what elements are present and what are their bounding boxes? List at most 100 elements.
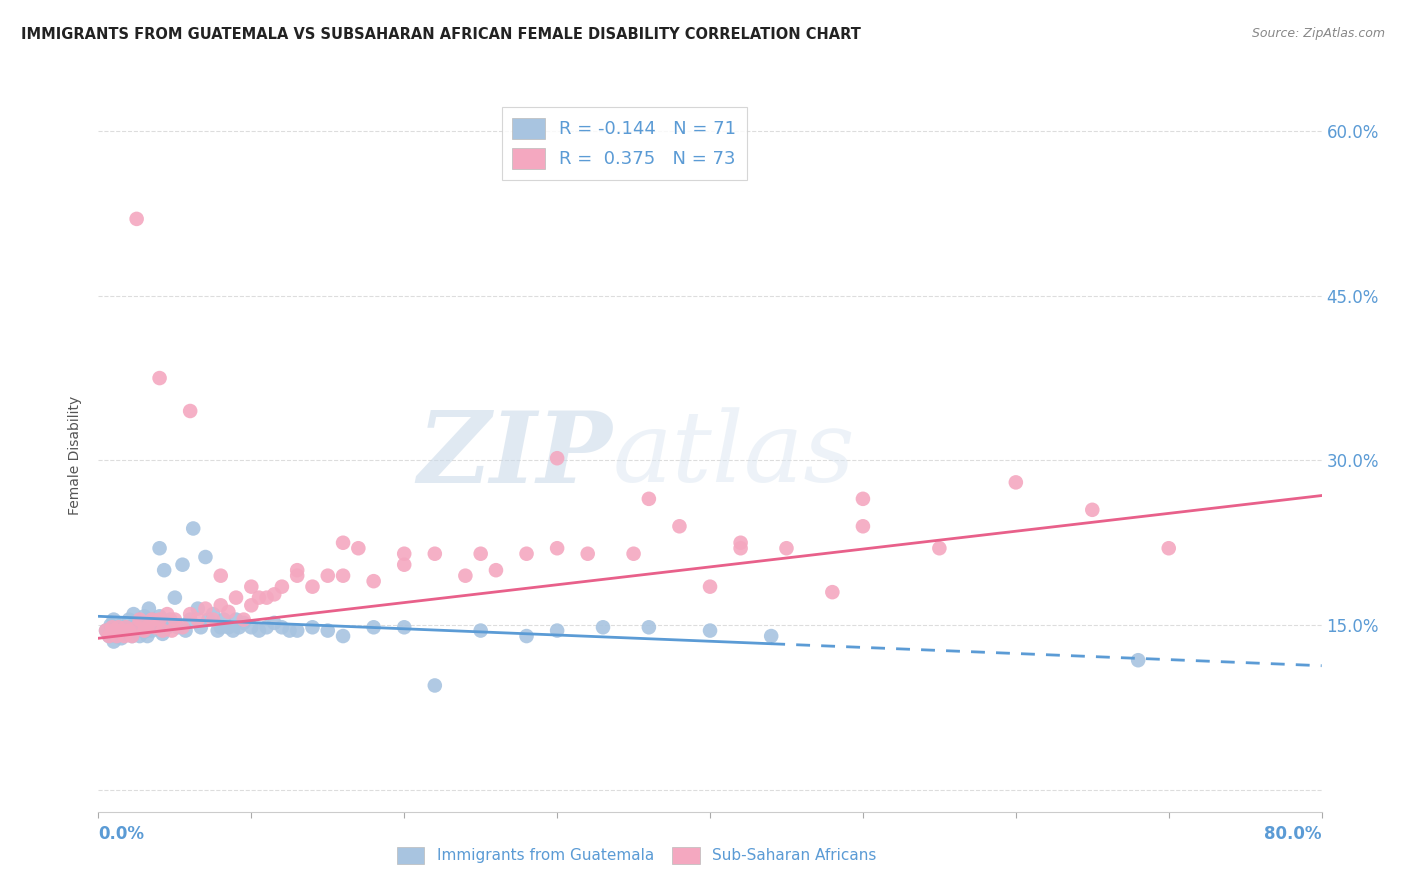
Point bbox=[332, 535, 354, 549]
Point bbox=[143, 620, 166, 634]
Point bbox=[149, 371, 172, 385]
Point bbox=[217, 620, 239, 634]
Point bbox=[107, 624, 129, 638]
Point bbox=[153, 563, 176, 577]
Text: 80.0%: 80.0% bbox=[1264, 825, 1322, 843]
Point bbox=[103, 624, 125, 638]
Point bbox=[1128, 653, 1150, 667]
Point bbox=[115, 620, 138, 634]
Point bbox=[107, 620, 129, 634]
Point bbox=[134, 624, 156, 638]
Point bbox=[730, 535, 752, 549]
Point bbox=[209, 599, 232, 613]
Point bbox=[125, 624, 148, 638]
Point bbox=[128, 613, 150, 627]
Point bbox=[125, 615, 148, 630]
Point bbox=[172, 620, 194, 634]
Point bbox=[392, 547, 416, 561]
Point bbox=[202, 613, 225, 627]
Point bbox=[852, 491, 875, 506]
Point bbox=[134, 609, 156, 624]
Point bbox=[546, 541, 568, 556]
Point bbox=[94, 624, 117, 638]
Point bbox=[1004, 475, 1026, 490]
Point bbox=[301, 580, 323, 594]
Point bbox=[316, 568, 339, 582]
Point bbox=[1157, 541, 1180, 556]
Point bbox=[103, 634, 125, 648]
Point bbox=[212, 613, 235, 627]
Point bbox=[759, 629, 782, 643]
Point bbox=[392, 620, 416, 634]
Point bbox=[138, 601, 160, 615]
Point bbox=[301, 620, 323, 634]
Point bbox=[194, 601, 217, 615]
Point bbox=[149, 609, 172, 624]
Point bbox=[775, 541, 797, 556]
Point bbox=[232, 613, 254, 627]
Point bbox=[100, 618, 122, 632]
Point bbox=[121, 629, 143, 643]
Point bbox=[247, 624, 270, 638]
Point bbox=[623, 547, 645, 561]
Point bbox=[270, 580, 292, 594]
Point bbox=[392, 558, 416, 572]
Point bbox=[134, 624, 156, 639]
Point bbox=[136, 629, 159, 643]
Point bbox=[485, 563, 508, 577]
Point bbox=[270, 620, 292, 634]
Point bbox=[668, 519, 690, 533]
Point bbox=[247, 591, 270, 605]
Point bbox=[852, 519, 875, 533]
Point bbox=[546, 624, 568, 638]
Point bbox=[122, 607, 145, 621]
Point bbox=[699, 580, 721, 594]
Point bbox=[423, 547, 446, 561]
Point bbox=[128, 629, 150, 643]
Point bbox=[115, 627, 138, 641]
Point bbox=[197, 613, 219, 627]
Point bbox=[141, 613, 163, 627]
Point bbox=[129, 620, 152, 634]
Point bbox=[163, 591, 186, 605]
Point bbox=[163, 613, 186, 627]
Point bbox=[592, 620, 614, 634]
Point bbox=[141, 624, 163, 638]
Point bbox=[699, 624, 721, 638]
Point bbox=[217, 605, 239, 619]
Point bbox=[240, 580, 263, 594]
Point bbox=[285, 568, 308, 582]
Point bbox=[316, 624, 339, 638]
Point bbox=[278, 624, 301, 638]
Point bbox=[125, 211, 148, 226]
Point bbox=[470, 547, 492, 561]
Point bbox=[263, 615, 285, 630]
Point bbox=[207, 624, 229, 638]
Point bbox=[240, 599, 263, 613]
Point bbox=[423, 678, 446, 692]
Point bbox=[149, 541, 172, 556]
Point bbox=[240, 620, 263, 634]
Point bbox=[256, 591, 278, 605]
Point bbox=[516, 629, 538, 643]
Point bbox=[136, 620, 159, 634]
Point bbox=[637, 620, 661, 634]
Point bbox=[156, 607, 179, 621]
Point bbox=[143, 620, 166, 634]
Y-axis label: Female Disability: Female Disability bbox=[69, 395, 83, 515]
Point bbox=[232, 615, 254, 630]
Point bbox=[225, 591, 247, 605]
Point bbox=[285, 624, 308, 638]
Point bbox=[181, 521, 204, 535]
Point bbox=[141, 613, 163, 627]
Point bbox=[332, 568, 354, 582]
Point bbox=[179, 404, 201, 418]
Point bbox=[516, 547, 538, 561]
Text: atlas: atlas bbox=[612, 408, 855, 502]
Point bbox=[454, 568, 477, 582]
Point bbox=[156, 620, 179, 634]
Point bbox=[285, 563, 308, 577]
Point bbox=[101, 620, 124, 634]
Point bbox=[105, 629, 128, 643]
Point bbox=[125, 620, 148, 634]
